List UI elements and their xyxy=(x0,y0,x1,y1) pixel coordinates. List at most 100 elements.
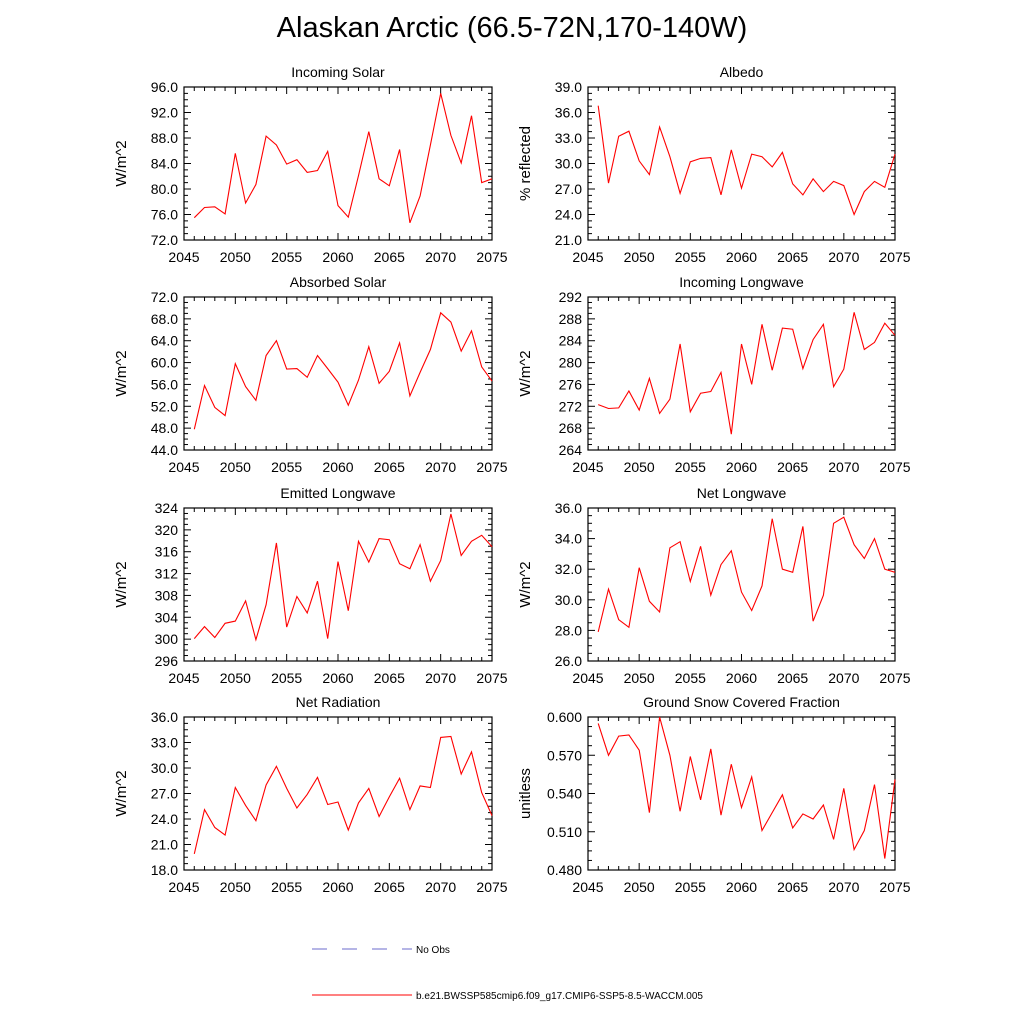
y-tick-label: 48.0 xyxy=(151,420,178,436)
x-tick-label: 2070 xyxy=(425,459,456,475)
y-axis-label: W/m^2 xyxy=(517,561,534,607)
series-line xyxy=(193,311,493,430)
x-tick-label: 2070 xyxy=(828,459,859,475)
y-tick-label: 84.0 xyxy=(151,156,178,172)
x-tick-label: 2060 xyxy=(322,249,353,265)
series-line xyxy=(597,716,896,859)
y-tick-label: 0.540 xyxy=(547,786,582,802)
plot-frame xyxy=(587,296,896,451)
y-tick-label: 268 xyxy=(559,420,583,436)
panel-title: Incoming Solar xyxy=(291,64,385,80)
y-tick-label: 24.0 xyxy=(555,207,582,223)
panel-1: Incoming Solar W/m^2 72.0 76.0 80.0 84.0 88.0 9… xyxy=(113,64,508,265)
y-tick-label: 72.0 xyxy=(151,289,178,305)
x-tick-label: 2060 xyxy=(322,670,353,686)
legend-obs-label: No Obs xyxy=(416,945,450,956)
y-tick-label: 36.0 xyxy=(151,709,178,725)
x-tick-label: 2070 xyxy=(828,249,859,265)
y-tick-label: 280 xyxy=(559,355,583,371)
x-tick-label: 2045 xyxy=(168,670,199,686)
x-tick-label: 2055 xyxy=(675,879,706,895)
y-tick-label: 30.0 xyxy=(151,760,178,776)
panel-5: Emitted Longwave W/m^2 296 300 304 308 312 316 3… xyxy=(113,485,508,686)
x-tick-label: 2055 xyxy=(271,249,302,265)
y-tick-label: 36.0 xyxy=(555,500,582,516)
series-line xyxy=(193,93,493,223)
y-tick-label: 68.0 xyxy=(151,311,178,327)
x-tick-label: 2065 xyxy=(374,670,405,686)
x-tick-label: 2065 xyxy=(777,879,808,895)
y-tick-label: 30.0 xyxy=(555,156,582,172)
y-tick-label: 312 xyxy=(155,566,179,582)
x-tick-label: 2050 xyxy=(624,459,655,475)
panel-4: Incoming Longwave W/m^2 264 268 272 276 280 284… xyxy=(517,274,911,475)
y-tick-label: 33.0 xyxy=(151,735,178,751)
y-tick-label: 76.0 xyxy=(151,207,178,223)
panel-title: Absorbed Solar xyxy=(290,274,387,290)
x-tick-label: 2050 xyxy=(624,249,655,265)
x-tick-label: 2050 xyxy=(220,249,251,265)
y-tick-label: 21.0 xyxy=(151,837,178,853)
y-tick-label: 26.0 xyxy=(555,653,582,669)
y-tick-label: 27.0 xyxy=(151,786,178,802)
panel-3: Absorbed Solar W/m^2 44.0 48.0 52.0 56.0 60.0 6… xyxy=(113,274,508,475)
y-tick-label: 276 xyxy=(559,376,583,392)
x-tick-label: 2065 xyxy=(777,249,808,265)
x-tick-label: 2060 xyxy=(322,879,353,895)
y-tick-label: 27.0 xyxy=(555,181,582,197)
panel-6: Net Longwave W/m^2 26.0 28.0 30.0 32.0 34.0 36.… xyxy=(517,485,911,686)
series-line xyxy=(193,513,493,642)
x-tick-label: 2075 xyxy=(476,249,507,265)
x-tick-label: 2065 xyxy=(374,459,405,475)
y-tick-label: 52.0 xyxy=(151,398,178,414)
y-tick-label: 316 xyxy=(155,544,179,560)
y-axis-label: W/m^2 xyxy=(113,561,130,607)
y-tick-label: 308 xyxy=(155,587,179,603)
x-tick-label: 2045 xyxy=(168,249,199,265)
y-tick-label: 24.0 xyxy=(151,811,178,827)
legend-model-label: b.e21.BWSSP585cmip6.f09_g17.CMIP6-SSP5-8… xyxy=(416,991,703,1002)
y-tick-label: 72.0 xyxy=(151,232,178,248)
plot-frame xyxy=(183,86,493,241)
x-tick-label: 2050 xyxy=(220,879,251,895)
x-tick-label: 2075 xyxy=(879,879,910,895)
x-tick-label: 2050 xyxy=(220,459,251,475)
y-tick-label: 88.0 xyxy=(151,130,178,146)
y-axis-label: W/m^2 xyxy=(113,350,130,396)
y-axis-label: W/m^2 xyxy=(113,140,130,186)
y-tick-label: 304 xyxy=(155,609,179,625)
y-tick-label: 300 xyxy=(155,631,179,647)
x-tick-label: 2065 xyxy=(374,879,405,895)
x-tick-label: 2045 xyxy=(572,670,603,686)
y-tick-label: 292 xyxy=(559,289,583,305)
panel-title: Albedo xyxy=(720,64,764,80)
x-tick-label: 2060 xyxy=(726,459,757,475)
y-axis-label: % reflected xyxy=(517,126,534,201)
y-axis-label: W/m^2 xyxy=(113,770,130,816)
plot-frame xyxy=(587,716,896,871)
x-tick-label: 2075 xyxy=(879,459,910,475)
y-tick-label: 296 xyxy=(155,653,179,669)
y-tick-label: 324 xyxy=(155,500,179,516)
panel-title: Incoming Longwave xyxy=(679,274,804,290)
series-line xyxy=(598,312,896,435)
x-tick-label: 2075 xyxy=(476,459,507,475)
y-tick-label: 33.0 xyxy=(555,130,582,146)
y-tick-label: 92.0 xyxy=(151,105,178,121)
x-tick-label: 2045 xyxy=(168,879,199,895)
plot-frame xyxy=(183,716,493,871)
y-tick-label: 64.0 xyxy=(151,333,178,349)
x-tick-label: 2060 xyxy=(726,670,757,686)
y-tick-label: 96.0 xyxy=(151,79,178,95)
y-tick-label: 60.0 xyxy=(151,355,178,371)
x-tick-label: 2070 xyxy=(425,249,456,265)
panel-title: Net Longwave xyxy=(697,485,787,501)
x-tick-label: 2075 xyxy=(879,249,910,265)
x-tick-label: 2060 xyxy=(322,459,353,475)
series-line xyxy=(597,105,896,216)
y-tick-label: 30.0 xyxy=(555,592,582,608)
y-tick-label: 18.0 xyxy=(151,862,178,878)
y-tick-label: 56.0 xyxy=(151,376,178,392)
y-tick-label: 0.510 xyxy=(547,824,582,840)
